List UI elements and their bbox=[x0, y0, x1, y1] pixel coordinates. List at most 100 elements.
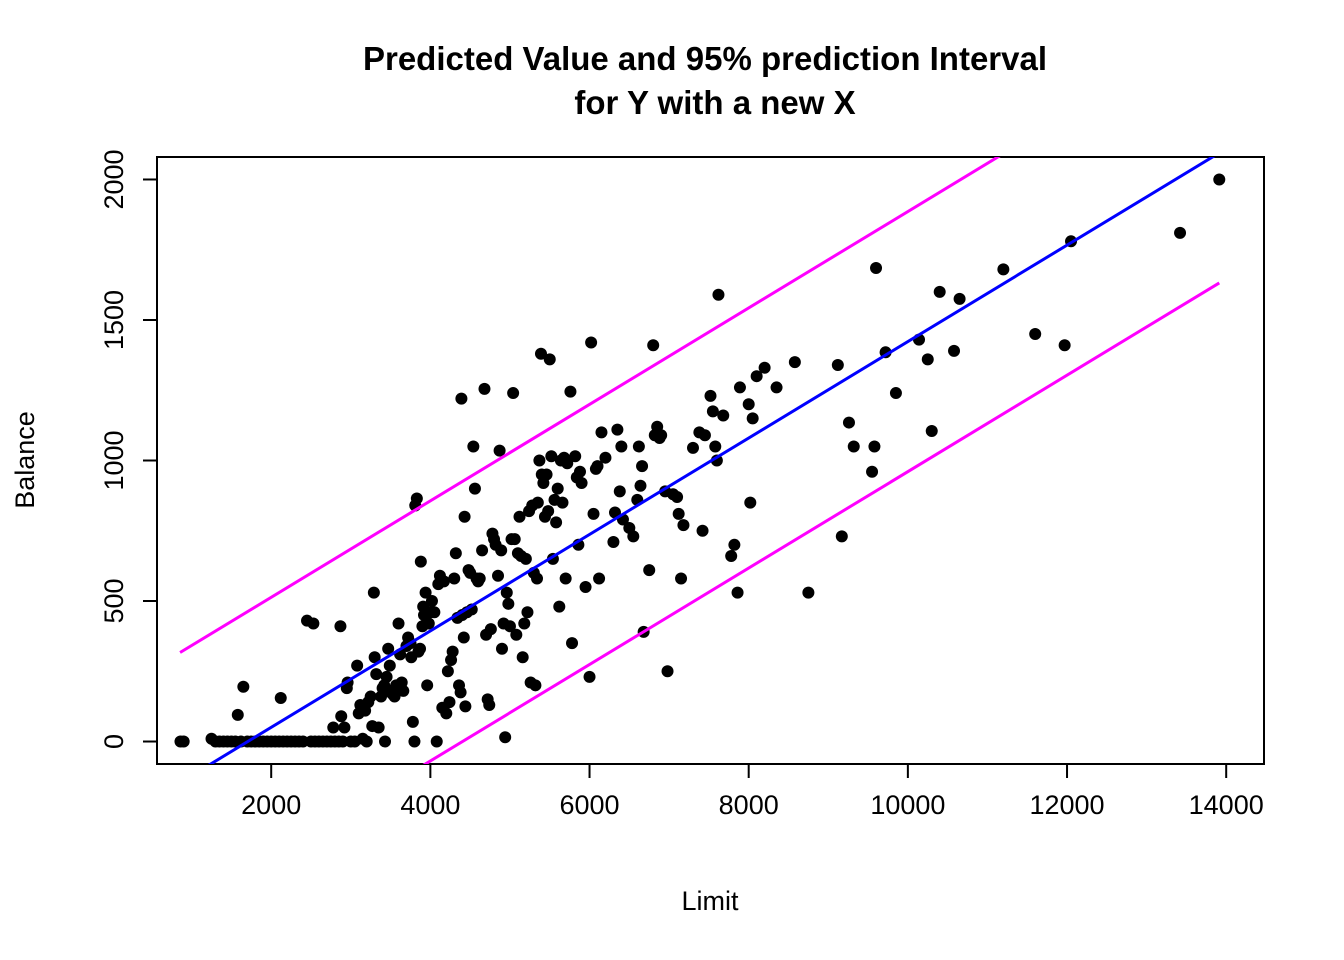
data-point bbox=[579, 580, 592, 593]
data-point bbox=[430, 735, 443, 748]
data-point bbox=[634, 479, 647, 492]
data-point bbox=[367, 586, 380, 599]
data-point bbox=[519, 552, 532, 565]
y-axis: 0 500 1000 1500 2000 bbox=[99, 149, 158, 749]
data-point bbox=[561, 457, 574, 470]
x-tick-label: 4000 bbox=[400, 790, 460, 820]
data-point bbox=[513, 510, 526, 523]
data-point bbox=[495, 544, 508, 557]
data-point bbox=[410, 492, 423, 505]
data-point bbox=[448, 572, 461, 585]
data-point bbox=[997, 263, 1010, 276]
data-point bbox=[672, 507, 685, 520]
lower-prediction-line bbox=[422, 281, 1221, 764]
data-point bbox=[458, 510, 471, 523]
data-point bbox=[372, 721, 385, 734]
data-point bbox=[231, 708, 244, 721]
data-point bbox=[866, 465, 879, 478]
data-point bbox=[476, 544, 489, 557]
data-point bbox=[483, 698, 496, 711]
data-point bbox=[575, 476, 588, 489]
data-point bbox=[770, 381, 783, 394]
data-point bbox=[591, 460, 604, 473]
data-point bbox=[414, 555, 427, 568]
data-point bbox=[677, 519, 690, 532]
plot-series bbox=[174, 157, 1226, 764]
data-point bbox=[921, 353, 934, 366]
data-point bbox=[473, 572, 486, 585]
data-point bbox=[510, 628, 523, 641]
x-tick-label: 12000 bbox=[1029, 790, 1104, 820]
data-point bbox=[559, 572, 572, 585]
data-point bbox=[1174, 226, 1187, 239]
data-point bbox=[360, 735, 373, 748]
data-point bbox=[675, 572, 688, 585]
data-point bbox=[441, 665, 454, 678]
data-point bbox=[307, 617, 320, 630]
data-point bbox=[847, 440, 860, 453]
data-point bbox=[495, 642, 508, 655]
data-point bbox=[507, 387, 520, 400]
data-point bbox=[613, 485, 626, 498]
data-point bbox=[454, 686, 467, 699]
data-point bbox=[585, 336, 598, 349]
data-point bbox=[831, 358, 844, 371]
data-point bbox=[953, 292, 966, 305]
data-point bbox=[788, 356, 801, 369]
data-point bbox=[425, 595, 438, 608]
data-point bbox=[671, 491, 684, 504]
upper-prediction-line bbox=[179, 157, 1001, 654]
data-point bbox=[338, 721, 351, 734]
data-point bbox=[468, 482, 481, 495]
data-point bbox=[364, 690, 377, 703]
data-point bbox=[611, 423, 624, 436]
data-point bbox=[706, 405, 719, 418]
data-point bbox=[595, 426, 608, 439]
data-point bbox=[533, 454, 546, 467]
data-point bbox=[686, 441, 699, 454]
data-point bbox=[237, 680, 250, 693]
data-point bbox=[542, 505, 555, 518]
regression-fit-line bbox=[207, 157, 1216, 764]
data-point bbox=[518, 617, 531, 630]
data-point bbox=[428, 606, 441, 619]
data-point bbox=[569, 450, 582, 463]
x-axis-label: Limit bbox=[681, 886, 739, 916]
data-point bbox=[446, 645, 459, 658]
data-point bbox=[925, 424, 938, 437]
data-point bbox=[543, 353, 556, 366]
data-point bbox=[459, 700, 472, 713]
data-point bbox=[835, 530, 848, 543]
data-point bbox=[728, 538, 741, 551]
data-point bbox=[177, 735, 190, 748]
data-point bbox=[335, 710, 348, 723]
data-point bbox=[868, 440, 881, 453]
data-point bbox=[712, 288, 725, 301]
data-point bbox=[351, 659, 364, 672]
data-point bbox=[746, 412, 759, 425]
data-point bbox=[551, 482, 564, 495]
data-point bbox=[607, 535, 620, 548]
data-point bbox=[521, 606, 534, 619]
data-point bbox=[636, 460, 649, 473]
chart-title-line-2: for Y with a new X bbox=[574, 84, 855, 121]
data-point bbox=[599, 451, 612, 464]
data-point bbox=[696, 524, 709, 537]
data-point bbox=[750, 370, 763, 383]
data-point bbox=[437, 575, 450, 588]
chart-title-line-1: Predicted Value and 95% prediction Inter… bbox=[363, 40, 1047, 77]
data-point bbox=[556, 496, 569, 509]
data-point bbox=[698, 429, 711, 442]
data-point bbox=[274, 691, 287, 704]
data-point bbox=[406, 715, 419, 728]
data-point bbox=[717, 409, 730, 422]
data-point bbox=[508, 533, 521, 546]
data-point bbox=[440, 707, 453, 720]
data-point bbox=[380, 670, 393, 683]
x-tick-label: 14000 bbox=[1189, 790, 1264, 820]
data-point bbox=[731, 586, 744, 599]
data-point bbox=[531, 572, 544, 585]
y-tick-label: 1000 bbox=[99, 430, 129, 490]
data-point bbox=[661, 665, 674, 678]
data-point bbox=[709, 440, 722, 453]
